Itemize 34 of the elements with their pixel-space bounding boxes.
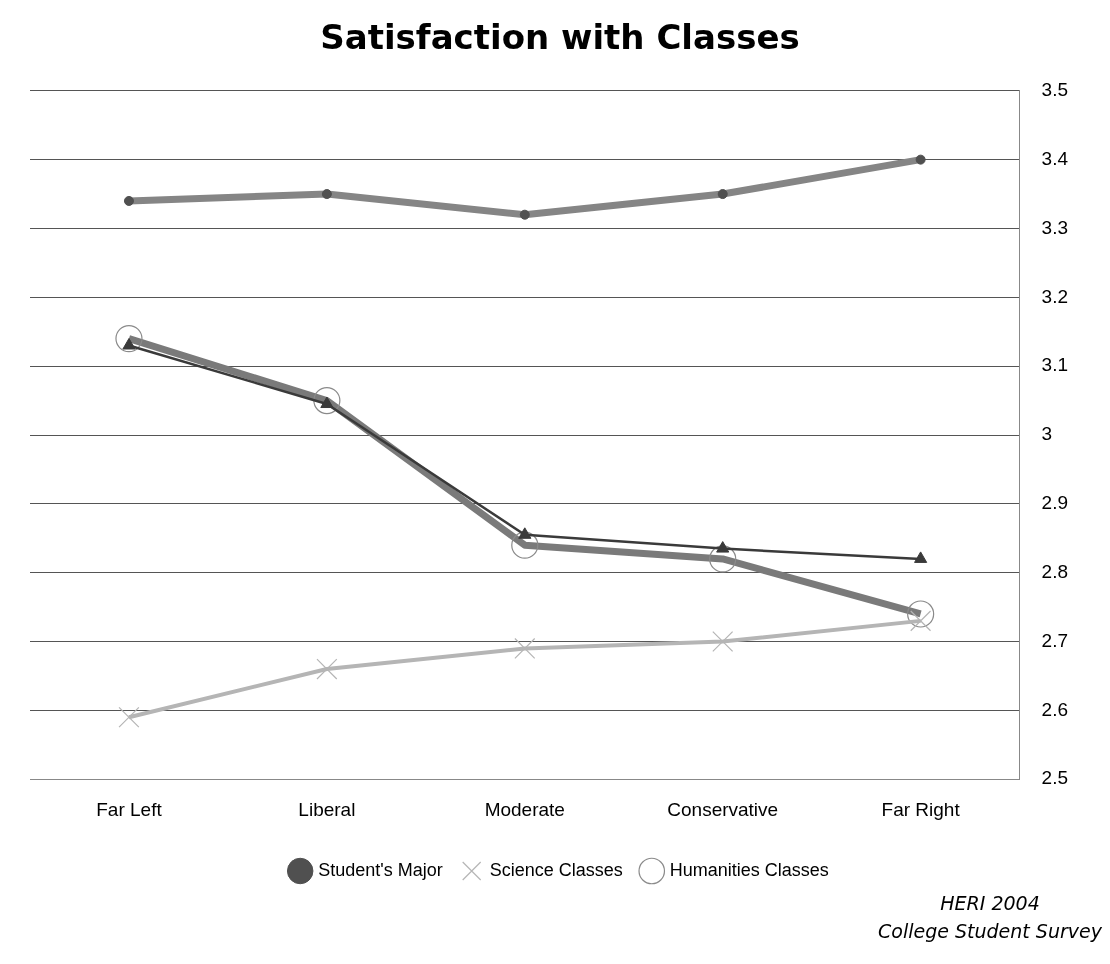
chart-title: Satisfaction with Classes	[320, 17, 800, 58]
y-tick-label: 3.1	[1041, 354, 1069, 376]
point	[716, 541, 730, 553]
point	[115, 325, 143, 353]
y-tick-label: 3.3	[1041, 216, 1069, 238]
x-tick-label: Far Left	[96, 798, 163, 820]
legend-label: Science Classes	[489, 859, 623, 880]
y-tick-label: 2.9	[1041, 492, 1069, 514]
x-tick-label: Far Right	[881, 798, 961, 820]
x-tick-label: Conservative	[667, 798, 779, 820]
x-tick-label: Moderate	[484, 798, 565, 820]
y-tick-label: 3.4	[1041, 147, 1069, 169]
legend-label: Humanities Classes	[669, 859, 829, 880]
y-tick-label: 3.5	[1041, 79, 1069, 101]
point	[712, 631, 734, 653]
point	[511, 531, 539, 559]
text: College Student Survey	[878, 919, 1103, 942]
y-tick-label: 2.6	[1041, 698, 1069, 720]
y-tick-label: 3.2	[1041, 285, 1069, 307]
legend-label: Student's Major	[318, 859, 443, 880]
point	[118, 706, 140, 728]
text: HERI 2004	[940, 891, 1040, 914]
y-tick-label: 2.7	[1041, 629, 1069, 651]
y-tick-label: 3	[1041, 423, 1053, 445]
x-tick-label: Liberal	[298, 798, 356, 820]
point	[914, 551, 928, 563]
y-tick-label: 2.5	[1041, 767, 1069, 789]
point	[514, 637, 536, 659]
point	[313, 386, 341, 415]
point	[316, 658, 338, 680]
point	[709, 545, 737, 573]
y-tick-label: 2.8	[1041, 560, 1069, 582]
point	[907, 600, 935, 628]
point	[518, 527, 532, 539]
